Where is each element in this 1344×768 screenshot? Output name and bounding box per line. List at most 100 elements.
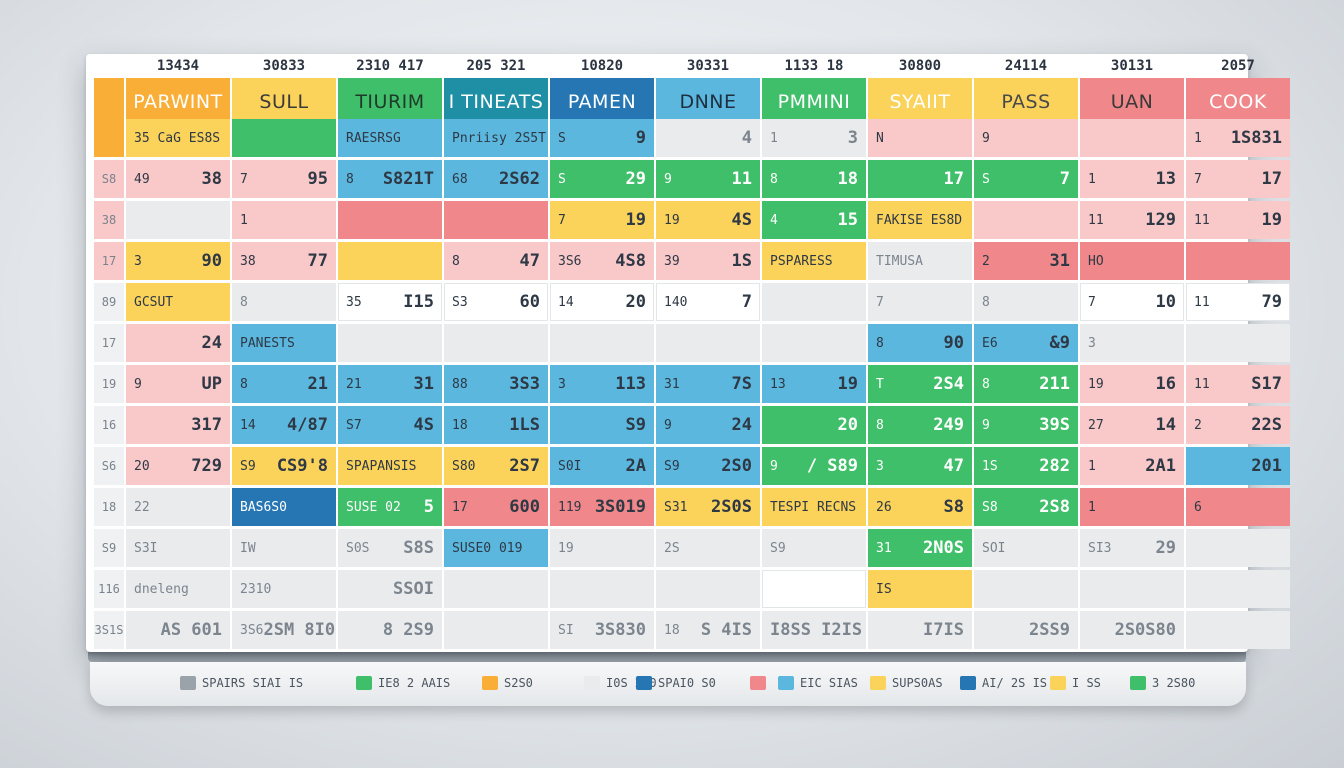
schedule-cell[interactable]: S8 2S8 [974, 488, 1078, 526]
schedule-cell[interactable]: 11 S17 [1186, 365, 1290, 403]
schedule-cell[interactable]: 9 UP [126, 365, 230, 403]
schedule-cell[interactable]: 3 113 [550, 365, 654, 403]
schedule-cell[interactable]: SUSE 02 5 [338, 488, 442, 526]
schedule-cell[interactable]: Pnriisy 2S5T [444, 119, 548, 157]
schedule-cell[interactable]: 26 S8 [868, 488, 972, 526]
schedule-cell[interactable]: 140 7 [656, 283, 760, 321]
schedule-cell[interactable]: 8 [232, 283, 336, 321]
schedule-cell[interactable]: S31 2S0S [656, 488, 760, 526]
schedule-cell[interactable]: 9 11 [656, 160, 760, 198]
schedule-cell[interactable]: 1S 282 [974, 447, 1078, 485]
schedule-cell[interactable] [974, 570, 1078, 608]
schedule-cell[interactable]: T 2S4 [868, 365, 972, 403]
schedule-cell[interactable] [550, 570, 654, 608]
schedule-cell[interactable]: 14 4/87 [232, 406, 336, 444]
schedule-cell[interactable] [1186, 529, 1290, 567]
schedule-cell[interactable]: 7 17 [1186, 160, 1290, 198]
schedule-cell[interactable]: 119 3S019 [550, 488, 654, 526]
schedule-cell[interactable] [762, 324, 866, 362]
schedule-cell[interactable] [656, 570, 760, 608]
schedule-cell[interactable]: S3 60 [444, 283, 548, 321]
schedule-cell[interactable]: RAESRSG [338, 119, 442, 157]
schedule-cell[interactable]: 8 [974, 283, 1078, 321]
schedule-cell[interactable]: HO [1080, 242, 1184, 280]
schedule-cell[interactable] [1186, 324, 1290, 362]
schedule-cell[interactable]: 9 [974, 119, 1078, 157]
schedule-cell[interactable]: S9 CS9'8 [232, 447, 336, 485]
schedule-cell[interactable]: 21 31 [338, 365, 442, 403]
schedule-cell[interactable] [762, 570, 866, 608]
schedule-cell[interactable] [550, 324, 654, 362]
schedule-cell[interactable]: 3 90 [126, 242, 230, 280]
schedule-cell[interactable]: N [868, 119, 972, 157]
schedule-cell[interactable] [338, 324, 442, 362]
schedule-cell[interactable]: 35 CaG ES8S [126, 119, 230, 157]
column-header[interactable]: SULL [232, 78, 336, 126]
schedule-cell[interactable]: E6 &9 [974, 324, 1078, 362]
schedule-cell[interactable]: 7 10 [1080, 283, 1184, 321]
schedule-cell[interactable]: I7IS [868, 611, 972, 649]
schedule-cell[interactable] [762, 283, 866, 321]
schedule-cell[interactable]: 1 [1080, 488, 1184, 526]
schedule-cell[interactable]: 39 1S [656, 242, 760, 280]
schedule-cell[interactable] [232, 119, 336, 157]
schedule-cell[interactable] [444, 201, 548, 239]
column-header[interactable]: PAMEN [550, 78, 654, 126]
schedule-cell[interactable]: S0S S8S [338, 529, 442, 567]
schedule-cell[interactable]: 9 24 [656, 406, 760, 444]
schedule-cell[interactable]: S9 2S0 [656, 447, 760, 485]
schedule-cell[interactable]: 88 3S3 [444, 365, 548, 403]
schedule-cell[interactable]: 19 [550, 529, 654, 567]
schedule-cell[interactable]: 4 [656, 119, 760, 157]
schedule-cell[interactable]: AS 601 [126, 611, 230, 649]
schedule-cell[interactable]: 2S0S80 [1080, 611, 1184, 649]
schedule-cell[interactable]: 3S6 4S8 [550, 242, 654, 280]
schedule-cell[interactable]: 11 19 [1186, 201, 1290, 239]
schedule-cell[interactable]: 24 [126, 324, 230, 362]
schedule-cell[interactable]: 1 13 [1080, 160, 1184, 198]
schedule-cell[interactable]: IS [868, 570, 972, 608]
schedule-cell[interactable]: 27 14 [1080, 406, 1184, 444]
schedule-cell[interactable]: 6 [1186, 488, 1290, 526]
schedule-cell[interactable]: 8 90 [868, 324, 972, 362]
schedule-cell[interactable]: 11 129 [1080, 201, 1184, 239]
schedule-cell[interactable]: 9 39S [974, 406, 1078, 444]
schedule-cell[interactable]: S9 [762, 529, 866, 567]
column-header[interactable]: DNNE [656, 78, 760, 126]
schedule-cell[interactable]: 1 1S831 [1186, 119, 1290, 157]
schedule-cell[interactable] [974, 201, 1078, 239]
schedule-cell[interactable]: 2SS9 [974, 611, 1078, 649]
schedule-cell[interactable]: SPAPANSIS [338, 447, 442, 485]
schedule-cell[interactable] [444, 570, 548, 608]
column-header[interactable]: PARWINT [126, 78, 230, 126]
schedule-cell[interactable]: SOI [974, 529, 1078, 567]
column-header[interactable]: SYAIIT [868, 78, 972, 126]
schedule-cell[interactable]: 7 95 [232, 160, 336, 198]
schedule-cell[interactable]: 35 I15 [338, 283, 442, 321]
schedule-cell[interactable]: 18 S 4IS [656, 611, 760, 649]
column-header[interactable]: PMMINI [762, 78, 866, 126]
column-header[interactable]: TIURIM [338, 78, 442, 126]
schedule-cell[interactable]: PANESTS [232, 324, 336, 362]
schedule-cell[interactable]: 22 [126, 488, 230, 526]
schedule-cell[interactable] [444, 324, 548, 362]
schedule-cell[interactable]: FAKISE ES8D [868, 201, 972, 239]
schedule-cell[interactable]: 17 600 [444, 488, 548, 526]
schedule-cell[interactable]: 2310 [232, 570, 336, 608]
schedule-cell[interactable]: 31 7S [656, 365, 760, 403]
schedule-cell[interactable]: 317 [126, 406, 230, 444]
schedule-cell[interactable]: 2S [656, 529, 760, 567]
schedule-cell[interactable] [1080, 119, 1184, 157]
schedule-cell[interactable]: 8 18 [762, 160, 866, 198]
schedule-cell[interactable]: 20 [762, 406, 866, 444]
schedule-cell[interactable] [1186, 570, 1290, 608]
schedule-cell[interactable]: 201 [1186, 447, 1290, 485]
column-header[interactable]: I TINEATS [444, 78, 548, 126]
column-header[interactable]: UAN [1080, 78, 1184, 126]
schedule-cell[interactable]: 2 22S [1186, 406, 1290, 444]
schedule-cell[interactable] [126, 201, 230, 239]
schedule-cell[interactable]: TIMUSA [868, 242, 972, 280]
